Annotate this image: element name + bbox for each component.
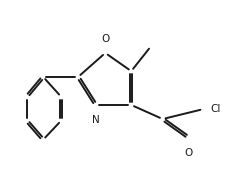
- Text: O: O: [184, 148, 193, 158]
- Text: O: O: [101, 34, 109, 44]
- Text: N: N: [92, 115, 100, 125]
- Text: Cl: Cl: [210, 104, 221, 114]
